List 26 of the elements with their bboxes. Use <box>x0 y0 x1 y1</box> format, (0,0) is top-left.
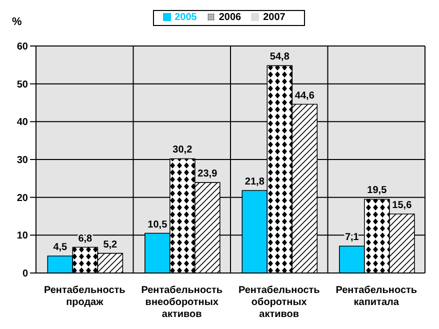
data-label: 5,2 <box>103 239 118 250</box>
data-label: 10,5 <box>148 219 168 230</box>
y-tick-label: 30 <box>16 155 28 166</box>
data-label: 44,6 <box>294 90 315 102</box>
data-label: 7,1 <box>344 232 360 244</box>
x-tick-label: Рентабельность продаж <box>44 285 126 308</box>
data-label: 30,2 <box>172 144 193 156</box>
data-label: 19,5 <box>367 185 388 196</box>
data-label: 15,6 <box>392 200 412 211</box>
y-tick-label: 0 <box>22 268 28 280</box>
data-label: 23,9 <box>198 168 218 180</box>
y-axis-title: % <box>12 16 22 28</box>
x-tick-label: Рентабельность капитала <box>336 285 418 308</box>
legend-label: 2006 <box>218 12 242 23</box>
x-tick-label: Рентабельность оборотных активов <box>238 285 320 320</box>
y-tick-label: 40 <box>16 117 28 128</box>
y-tick-label: 10 <box>16 230 28 242</box>
legend-label: 2005 <box>174 12 197 23</box>
data-label: 4,5 <box>53 242 68 253</box>
data-label: 54,8 <box>270 52 290 63</box>
y-tick-label: 50 <box>16 79 28 90</box>
legend-label: 2007 <box>263 12 286 23</box>
data-label: 21,8 <box>244 176 265 188</box>
y-tick-label: 60 <box>16 42 28 53</box>
y-tick-label: 20 <box>16 192 28 204</box>
x-tick-label: Рентабельность внеоборотных активов <box>141 285 223 320</box>
